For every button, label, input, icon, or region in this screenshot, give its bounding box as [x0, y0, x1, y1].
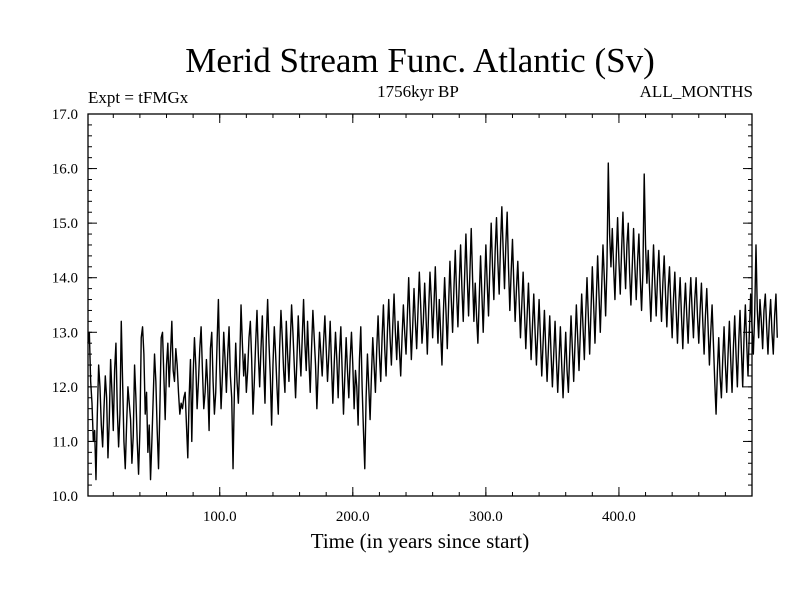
x-tick-label: 300.0 [469, 509, 503, 525]
y-tick-label: 14.0 [52, 271, 78, 287]
series-line [87, 162, 778, 481]
chart-title: Merid Stream Func. Atlantic (Sv) [185, 41, 655, 80]
axis-ticks: 10.0 11.0 12.0 13.0 14.0 15.0 16.0 17.0 100.0 200… [52, 107, 752, 525]
x-axis-label: Time (in years since start) [311, 529, 530, 553]
x-tick-label: 100.0 [203, 509, 237, 525]
y-tick-label: 16.0 [52, 162, 78, 178]
y-tick-label: 11.0 [52, 434, 78, 450]
y-tick-label: 13.0 [52, 325, 78, 341]
x-tick-label: 400.0 [602, 509, 636, 525]
period-label: 1756kyr BP [377, 82, 459, 101]
experiment-label: Expt = tFMGx [88, 88, 189, 107]
y-tick-label: 15.0 [52, 216, 78, 232]
y-tick-label: 12.0 [52, 380, 78, 396]
plot-frame [87, 113, 753, 497]
y-tick-label: 10.0 [52, 489, 78, 505]
y-tick-label: 17.0 [52, 107, 78, 123]
months-label: ALL_MONTHS [640, 82, 753, 101]
x-tick-label: 200.0 [336, 509, 370, 525]
